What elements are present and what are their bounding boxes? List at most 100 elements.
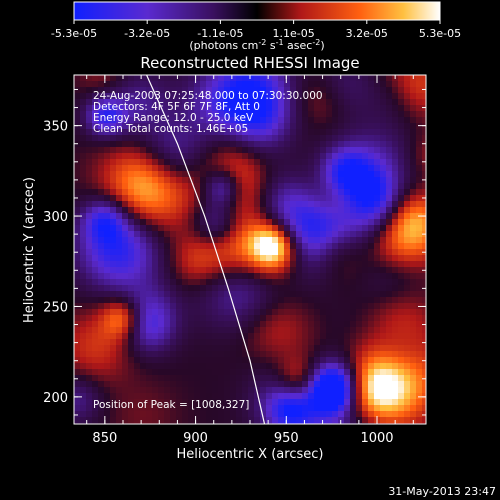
image-pixel xyxy=(368,411,374,417)
image-pixel xyxy=(98,231,104,237)
image-pixel xyxy=(320,93,326,99)
image-pixel xyxy=(200,153,206,159)
image-pixel xyxy=(416,93,422,99)
image-pixel xyxy=(224,201,230,207)
image-pixel xyxy=(374,315,380,321)
image-pixel xyxy=(212,375,218,381)
image-pixel xyxy=(380,315,386,321)
image-pixel xyxy=(386,303,392,309)
image-pixel xyxy=(284,75,290,81)
image-pixel xyxy=(254,303,260,309)
image-pixel xyxy=(398,195,404,201)
image-pixel xyxy=(308,165,314,171)
image-pixel xyxy=(200,123,206,129)
image-pixel xyxy=(140,183,146,189)
image-pixel xyxy=(404,147,410,153)
image-pixel xyxy=(182,315,188,321)
image-pixel xyxy=(344,213,350,219)
image-pixel xyxy=(266,279,272,285)
image-pixel xyxy=(254,111,260,117)
image-pixel xyxy=(134,279,140,285)
image-pixel xyxy=(98,369,104,375)
image-pixel xyxy=(128,81,134,87)
image-pixel xyxy=(188,309,194,315)
image-pixel xyxy=(218,171,224,177)
image-pixel xyxy=(182,165,188,171)
image-pixel xyxy=(260,237,266,243)
image-pixel xyxy=(224,177,230,183)
image-pixel xyxy=(314,261,320,267)
image-pixel xyxy=(296,87,302,93)
image-pixel xyxy=(296,243,302,249)
image-pixel xyxy=(104,393,110,399)
image-pixel xyxy=(86,411,92,417)
image-pixel xyxy=(314,237,320,243)
image-pixel xyxy=(164,399,170,405)
image-pixel xyxy=(128,375,134,381)
image-pixel xyxy=(200,363,206,369)
image-pixel xyxy=(410,81,416,87)
image-pixel xyxy=(164,345,170,351)
image-pixel xyxy=(416,81,422,87)
image-pixel xyxy=(272,411,278,417)
image-pixel xyxy=(224,375,230,381)
image-pixel xyxy=(158,273,164,279)
image-pixel xyxy=(158,141,164,147)
image-pixel xyxy=(92,201,98,207)
image-pixel xyxy=(236,333,242,339)
image-pixel xyxy=(296,249,302,255)
image-pixel xyxy=(422,189,426,195)
image-pixel xyxy=(176,279,182,285)
image-pixel xyxy=(248,279,254,285)
image-pixel xyxy=(116,123,122,129)
image-pixel xyxy=(224,135,230,141)
image-pixel xyxy=(422,129,426,135)
image-pixel xyxy=(176,231,182,237)
image-pixel xyxy=(218,87,224,93)
image-pixel xyxy=(74,261,80,267)
colorbar-ticks: -5.3e-05 -3.2e-05 -1.1e-05 1.1e-05 3.2e-05 5.… xyxy=(51,20,461,40)
image-pixel xyxy=(146,267,152,273)
image-pixel xyxy=(200,327,206,333)
image-pixel xyxy=(236,411,242,417)
image-pixel xyxy=(404,183,410,189)
image-pixel xyxy=(350,381,356,387)
image-pixel xyxy=(350,267,356,273)
image-pixel xyxy=(350,117,356,123)
image-pixel xyxy=(164,261,170,267)
image-pixel xyxy=(422,411,426,417)
image-pixel xyxy=(356,153,362,159)
image-pixel xyxy=(374,183,380,189)
image-pixel xyxy=(320,165,326,171)
image-pixel xyxy=(326,405,332,411)
image-pixel xyxy=(164,105,170,111)
image-pixel xyxy=(134,243,140,249)
image-pixel xyxy=(284,237,290,243)
image-pixel xyxy=(134,261,140,267)
image-pixel xyxy=(368,399,374,405)
image-pixel xyxy=(110,345,116,351)
image-pixel xyxy=(164,189,170,195)
image-pixel xyxy=(146,399,152,405)
image-pixel xyxy=(140,153,146,159)
image-pixel xyxy=(92,261,98,267)
image-pixel xyxy=(368,87,374,93)
image-pixel xyxy=(362,399,368,405)
image-pixel xyxy=(92,273,98,279)
image-pixel xyxy=(320,225,326,231)
image-pixel xyxy=(332,231,338,237)
image-pixel xyxy=(230,93,236,99)
image-pixel xyxy=(272,87,278,93)
image-pixel xyxy=(308,333,314,339)
image-pixel xyxy=(248,291,254,297)
image-pixel xyxy=(212,333,218,339)
image-pixel xyxy=(326,225,332,231)
image-pixel xyxy=(356,345,362,351)
image-pixel xyxy=(158,123,164,129)
image-pixel xyxy=(278,393,284,399)
image-pixel xyxy=(134,93,140,99)
image-pixel xyxy=(224,213,230,219)
image-pixel xyxy=(176,105,182,111)
image-pixel xyxy=(116,315,122,321)
image-pixel xyxy=(260,297,266,303)
